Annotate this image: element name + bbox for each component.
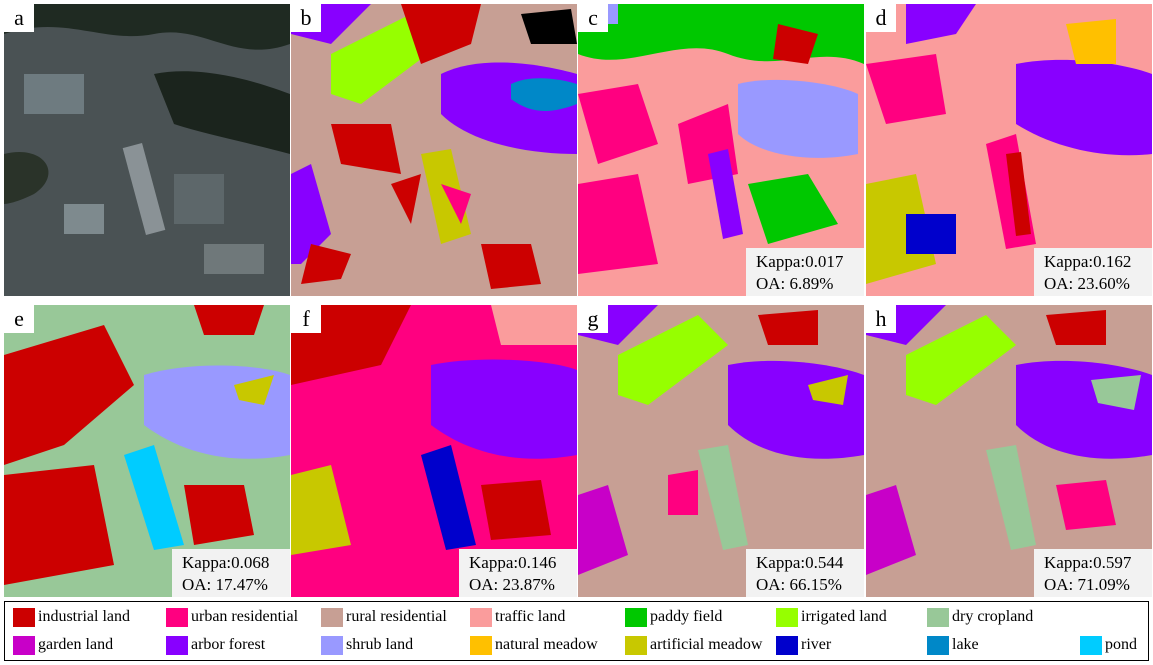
panel-g: g Kappa:0.544 OA: 66.15% xyxy=(578,305,864,597)
legend-item-irrigated-land: irrigated land xyxy=(776,606,887,628)
legend-item-rural-residential: rural residential xyxy=(321,606,447,628)
legend-swatch xyxy=(927,635,949,655)
legend-label: urban residential xyxy=(191,608,299,625)
legend-item-artificial-meadow: artificial meadow xyxy=(625,634,762,656)
oa-value: OA: 71.09% xyxy=(1044,575,1130,594)
legend-label: industrial land xyxy=(38,608,130,625)
legend-label: natural meadow xyxy=(495,636,598,653)
oa-value: OA: 23.60% xyxy=(1044,274,1130,293)
oa-value: OA: 17.47% xyxy=(182,575,268,594)
legend-swatch xyxy=(470,607,492,627)
legend-swatch xyxy=(1080,635,1102,655)
legend-swatch xyxy=(625,635,647,655)
legend-swatch xyxy=(13,635,35,655)
kappa-value: Kappa:0.017 xyxy=(756,252,844,271)
classification-map xyxy=(291,305,577,597)
panel-f: f Kappa:0.146 OA: 23.87% xyxy=(291,305,577,597)
panel-h: h Kappa:0.597 OA: 71.09% xyxy=(866,305,1152,597)
panel-a: a xyxy=(4,4,290,296)
legend-label: pond xyxy=(1105,636,1137,653)
legend-label: lake xyxy=(952,636,979,653)
legend-label: garden land xyxy=(38,636,114,653)
panel-letter: b xyxy=(291,4,321,32)
oa-value: OA: 23.87% xyxy=(469,575,555,594)
legend-item-industrial-land: industrial land xyxy=(13,606,130,628)
kappa-value: Kappa:0.597 xyxy=(1044,553,1132,572)
panel-c: c Kappa:0.017 OA: 6.89% xyxy=(578,4,864,296)
oa-value: OA: 6.89% xyxy=(756,274,834,293)
legend-item-paddy-field: paddy field xyxy=(625,606,722,628)
legend-item-traffic-land: traffic land xyxy=(470,606,565,628)
legend-item-dry-cropland: dry cropland xyxy=(927,606,1033,628)
legend-label: artificial meadow xyxy=(650,636,763,653)
legend-swatch xyxy=(776,607,798,627)
classification-map xyxy=(866,305,1152,597)
legend-swatch xyxy=(321,607,343,627)
panel-letter: h xyxy=(866,305,896,333)
metrics-box: Kappa:0.544 OA: 66.15% xyxy=(746,549,864,597)
legend-swatch xyxy=(321,635,343,655)
classification-map xyxy=(578,305,864,597)
ground-truth-map xyxy=(291,4,577,296)
legend-label: traffic land xyxy=(495,608,566,625)
panel-letter: d xyxy=(866,4,896,32)
metrics-box: Kappa:0.597 OA: 71.09% xyxy=(1034,549,1152,597)
legend-item-shrub-land: shrub land xyxy=(321,634,413,656)
classification-map xyxy=(866,4,1152,296)
panel-d: d Kappa:0.162 OA: 23.60% xyxy=(866,4,1152,296)
kappa-value: Kappa:0.544 xyxy=(756,553,844,572)
kappa-value: Kappa:0.162 xyxy=(1044,252,1132,271)
legend-swatch xyxy=(776,635,798,655)
satellite-image xyxy=(4,4,290,296)
panel-b: b xyxy=(291,4,577,296)
panel-letter: a xyxy=(4,4,34,32)
oa-value: OA: 66.15% xyxy=(756,575,842,594)
legend-swatch xyxy=(927,607,949,627)
legend-item-natural-meadow: natural meadow xyxy=(470,634,598,656)
legend-label: arbor forest xyxy=(191,636,266,653)
legend-swatch xyxy=(625,607,647,627)
legend-item-garden-land: garden land xyxy=(13,634,113,656)
legend-item-river: river xyxy=(776,634,831,656)
panel-letter: c xyxy=(578,4,608,32)
legend-label: paddy field xyxy=(650,608,723,625)
legend-item-urban-residential: urban residential xyxy=(166,606,298,628)
legend-swatch xyxy=(470,635,492,655)
metrics-box: Kappa:0.017 OA: 6.89% xyxy=(746,248,864,296)
legend-item-arbor-forest: arbor forest xyxy=(166,634,265,656)
legend-label: rural residential xyxy=(346,608,447,625)
legend-label: shrub land xyxy=(346,636,414,653)
legend-label: dry cropland xyxy=(952,608,1034,625)
legend-swatch xyxy=(166,607,188,627)
legend-item-pond: pond xyxy=(1080,634,1137,656)
legend-label: river xyxy=(801,636,832,653)
metrics-box: Kappa:0.162 OA: 23.60% xyxy=(1034,248,1152,296)
panel-letter: g xyxy=(578,305,608,333)
panel-e: e Kappa:0.068 OA: 17.47% xyxy=(4,305,290,597)
classification-map xyxy=(4,305,290,597)
legend-swatch xyxy=(13,607,35,627)
kappa-value: Kappa:0.068 xyxy=(182,553,270,572)
metrics-box: Kappa:0.146 OA: 23.87% xyxy=(459,549,577,597)
legend-item-lake: lake xyxy=(927,634,979,656)
panel-letter: e xyxy=(4,305,34,333)
kappa-value: Kappa:0.146 xyxy=(469,553,557,572)
panel-letter: f xyxy=(291,305,321,333)
metrics-box: Kappa:0.068 OA: 17.47% xyxy=(172,549,290,597)
legend: industrial land urban residential rural … xyxy=(4,601,1149,661)
legend-label: irrigated land xyxy=(801,608,887,625)
legend-swatch xyxy=(166,635,188,655)
